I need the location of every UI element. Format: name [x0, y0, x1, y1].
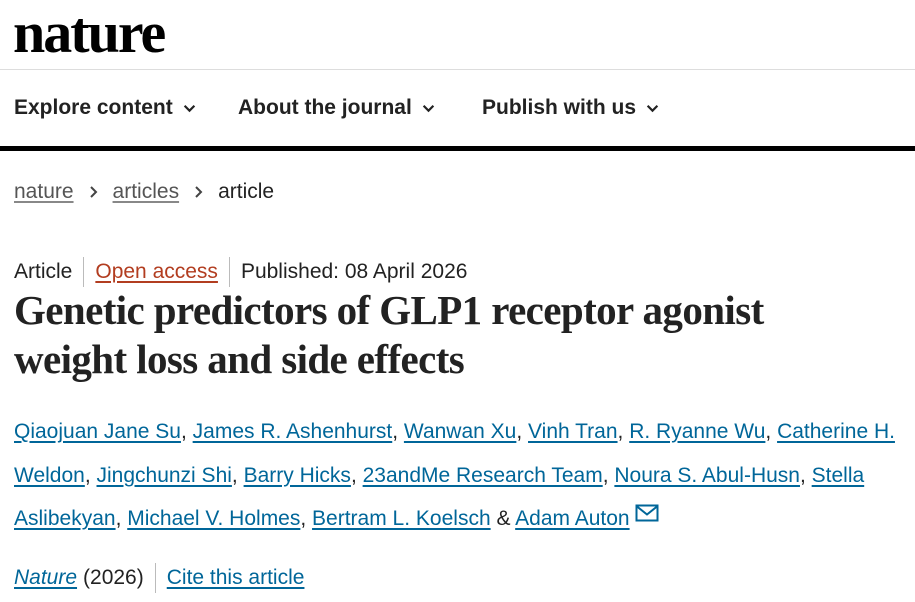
author-list: Qiaojuan Jane Su, James R. Ashenhurst, W…	[14, 410, 904, 541]
nav-about-the-journal[interactable]: About the journal	[238, 96, 435, 120]
nav-explore-content[interactable]: Explore content	[14, 96, 196, 120]
nav-explore-content-label: Explore content	[14, 96, 173, 119]
cite-this-article-link[interactable]: Cite this article	[166, 566, 305, 589]
author-link[interactable]: Qiaojuan Jane Su	[14, 420, 181, 443]
author-separator: ,	[765, 420, 778, 443]
author-link[interactable]: James R. Ashenhurst	[192, 420, 393, 443]
nav-publish-with-us[interactable]: Publish with us	[482, 96, 659, 120]
article-meta: Article Open access Published: 08 April …	[14, 257, 467, 287]
article-title-line-1: Genetic predictors of GLP1 receptor agon…	[14, 287, 764, 333]
divider	[154, 563, 156, 593]
envelope-icon[interactable]	[635, 504, 659, 522]
author-separator: ,	[84, 463, 97, 487]
author-link[interactable]: Michael V. Holmes	[127, 507, 301, 530]
author-link[interactable]: Stella Aslibekyan	[14, 463, 865, 531]
author-separator: ,	[799, 463, 812, 487]
author-link[interactable]: Adam Auton	[515, 507, 630, 530]
nature-logo[interactable]: nature	[13, 0, 166, 65]
chevron-down-icon	[183, 104, 195, 112]
author-link[interactable]: 23andMe Research Team	[362, 463, 603, 487]
author-link[interactable]: Catherine H. Weldon	[14, 420, 895, 487]
author-separator: ,	[516, 420, 529, 443]
nav-about-the-journal-label: About the journal	[238, 96, 412, 119]
chevron-down-icon	[422, 104, 434, 112]
divider	[228, 257, 230, 287]
journal-link[interactable]: Nature	[14, 566, 78, 589]
author-separator: ,	[115, 507, 128, 530]
chevron-down-icon	[646, 104, 659, 112]
author-separator: ,	[231, 463, 244, 487]
author-link[interactable]: Bertram L. Koelsch	[312, 507, 491, 530]
chevron-right-icon	[195, 186, 203, 198]
breadcrumb: nature articles article	[14, 180, 274, 204]
breadcrumb-nature-link[interactable]: nature	[14, 180, 74, 203]
divider	[83, 257, 85, 287]
article-title-line-2: weight loss and side effects	[14, 336, 465, 382]
chevron-right-icon	[89, 186, 97, 198]
publication-year: (2026)	[83, 566, 144, 589]
author-link[interactable]: Noura S. Abul-Husn	[614, 463, 800, 487]
author-link[interactable]: Barry Hicks	[243, 463, 351, 487]
author-separator: ,	[300, 507, 313, 530]
site-header: nature	[0, 0, 915, 70]
author-separator: ,	[180, 420, 193, 443]
nav-publish-with-us-label: Publish with us	[482, 96, 637, 119]
author-link[interactable]: Jingchunzi Shi	[96, 463, 232, 487]
main-nav: Explore content About the journal Publis…	[0, 71, 915, 151]
author-link[interactable]: Wanwan Xu	[403, 420, 517, 443]
author-separator: ,	[392, 420, 404, 443]
open-access-link[interactable]: Open access	[95, 260, 218, 283]
author-separator: ,	[350, 463, 363, 487]
article-type: Article	[14, 260, 73, 283]
author-link[interactable]: Vinh Tran	[528, 420, 618, 443]
author-last-separator: &	[490, 507, 516, 530]
author-separator: ,	[617, 420, 630, 443]
breadcrumb-current: article	[218, 180, 275, 203]
article-title: Genetic predictors of GLP1 receptor agon…	[14, 286, 894, 384]
citation-row: Nature (2026) Cite this article	[14, 563, 304, 593]
author-link[interactable]: R. Ryanne Wu	[629, 420, 766, 443]
breadcrumb-articles-link[interactable]: articles	[112, 180, 180, 203]
author-separator: ,	[602, 463, 615, 487]
published-date: Published: 08 April 2026	[240, 260, 468, 283]
